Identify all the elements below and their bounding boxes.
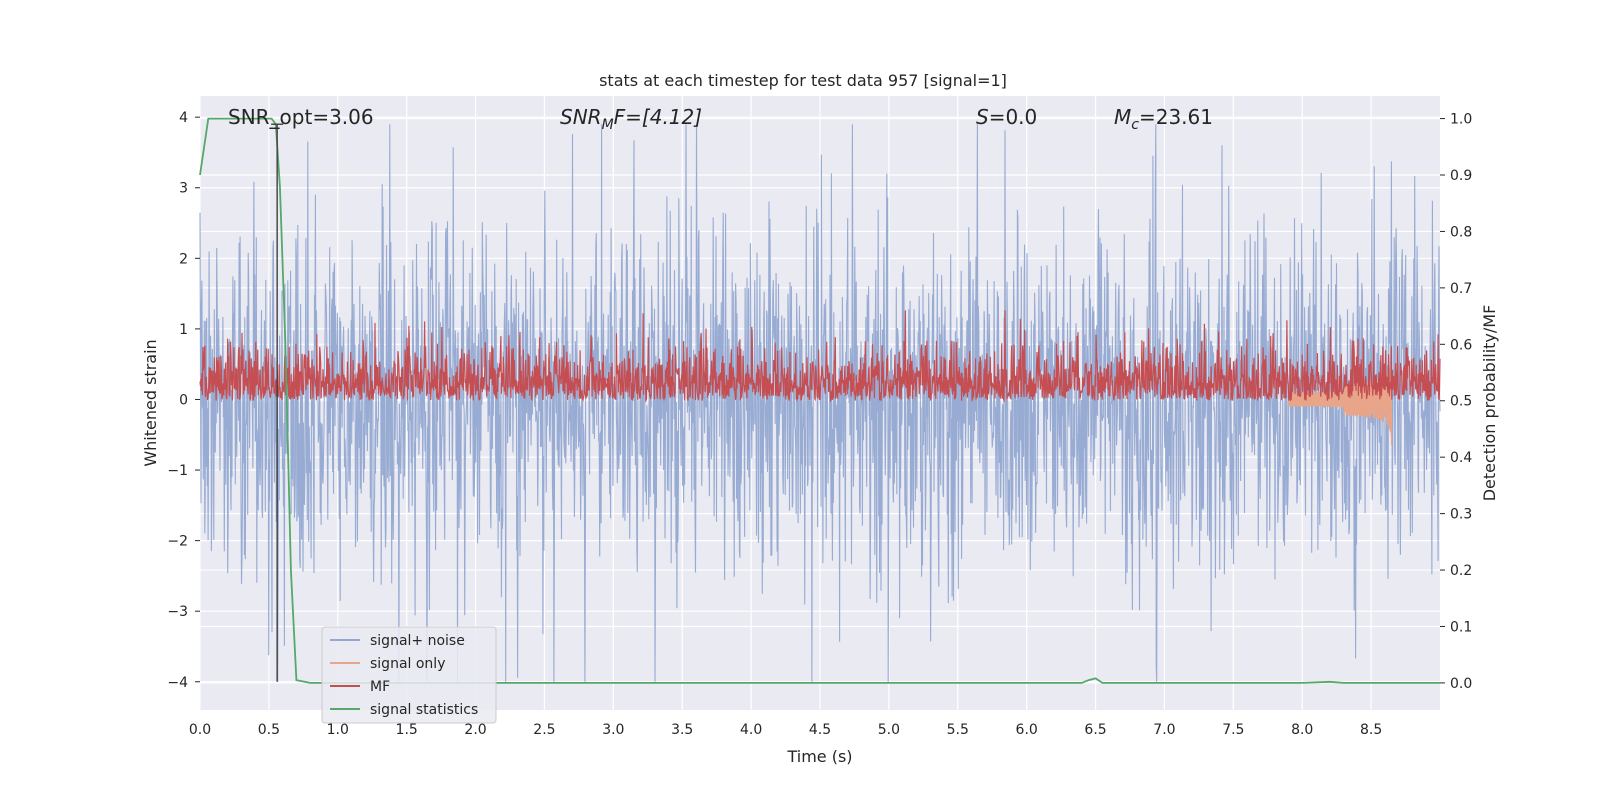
x-tick-label: 0.0 (189, 722, 211, 738)
x-tick-label: 6.0 (1016, 722, 1038, 738)
x-tick-label: 1.5 (396, 722, 418, 738)
x-tick-label: 8.0 (1291, 722, 1313, 738)
legend-box (321, 626, 497, 724)
legend: signal+ noise signal only MF signal stat… (321, 626, 497, 724)
y2-tick-label: 0.8 (1450, 224, 1472, 240)
y2-tick-label: 0.0 (1450, 676, 1472, 692)
annotation-snr-mf-main: SNR (560, 105, 602, 129)
y2-tick-label: 0.1 (1450, 619, 1472, 635)
x-tick-label: 3.5 (671, 722, 693, 738)
x-tick-label: 1.0 (327, 722, 349, 738)
annotation-snr-mf-sub: M (602, 117, 614, 133)
y2-tick-label: 1.0 (1450, 112, 1472, 128)
annotation-mc-value: =23.61 (1139, 105, 1213, 129)
x-tick-label: 5.0 (878, 722, 900, 738)
line-mf (199, 310, 1441, 403)
x-tick-label: 2.5 (533, 722, 555, 738)
y2-tick-label: 0.6 (1450, 337, 1472, 353)
chart-title: stats at each timestep for test data 957… (599, 71, 1007, 90)
y-tick-label: −1 (167, 463, 188, 479)
legend-label-signal-statistics: signal statistics (370, 702, 478, 718)
x-tick-label: 4.0 (740, 722, 762, 738)
y-tick-label: 2 (179, 251, 188, 267)
y2-tick-label: 0.3 (1450, 507, 1472, 523)
y-tick-label: −3 (167, 604, 188, 620)
y-tick-label: 3 (179, 181, 188, 197)
annotation-s-value: =0.0 (989, 105, 1038, 129)
y-tick-labels: 4 3 2 1 0 −1 −2 −3 −4 (167, 110, 200, 691)
annotation-s: S=0.0 (976, 105, 1037, 129)
legend-label-signal-only: signal only (370, 656, 445, 672)
annotation-snr-mf: SNRMF=[4.12] (560, 105, 702, 133)
y-axis-label: Whitened strain (141, 339, 160, 466)
x-axis-label: Time (s) (786, 747, 852, 766)
x-tick-labels: 0.0 0.5 1.0 1.5 2.0 2.5 3.0 3.5 4.0 4.5 5.0 5.5 6.0 6… (189, 722, 1382, 738)
legend-label-signal-noise: signal+ noise (370, 633, 465, 649)
x-tick-label: 0.5 (258, 722, 280, 738)
annotation-mc-symbol: M (1114, 105, 1131, 129)
x-tick-label: 7.5 (1222, 722, 1244, 738)
y2-tick-labels: 1.0 0.9 0.8 0.7 0.6 0.5 0.4 0.3 0.2 0.1 0.0 (1440, 112, 1472, 692)
y2-tick-label: 0.5 (1450, 394, 1472, 410)
mf-series (199, 310, 1441, 403)
x-tick-label: 3.0 (602, 722, 624, 738)
x-tick-label: 8.5 (1360, 722, 1382, 738)
annotation-mc: Mc=23.61 (1114, 105, 1213, 133)
annotation-mc-sub: c (1131, 117, 1139, 133)
y-tick-label: −2 (167, 534, 188, 550)
y2-axis-label: Detection probability/MF (1480, 305, 1499, 502)
y-tick-label: 1 (179, 322, 188, 338)
x-tick-label: 6.5 (1084, 722, 1106, 738)
x-tick-label: 2.0 (464, 722, 486, 738)
annotation-snr-mf-rest: F=[4.12] (614, 105, 702, 129)
annotation-snr-opt: SNR_opt=3.06 (228, 105, 374, 129)
legend-label-mf: MF (370, 679, 390, 695)
y-tick-label: 0 (179, 392, 188, 408)
line-signal-only (1287, 360, 1393, 445)
annotation-s-symbol: S (976, 105, 989, 129)
y2-tick-label: 0.9 (1450, 168, 1472, 184)
x-tick-label: 7.0 (1153, 722, 1175, 738)
y2-tick-label: 0.4 (1450, 450, 1472, 466)
y2-tick-label: 0.2 (1450, 563, 1472, 579)
signal-only-series (1287, 360, 1393, 445)
snr-marker (271, 123, 284, 682)
y-tick-label: −4 (167, 675, 188, 691)
line-signal-statistics (199, 117, 1440, 684)
y-tick-label: 4 (179, 110, 188, 126)
x-tick-label: 5.5 (947, 722, 969, 738)
x-tick-label: 4.5 (809, 722, 831, 738)
signal-statistics-series (199, 117, 1440, 684)
y2-tick-label: 0.7 (1450, 281, 1472, 297)
